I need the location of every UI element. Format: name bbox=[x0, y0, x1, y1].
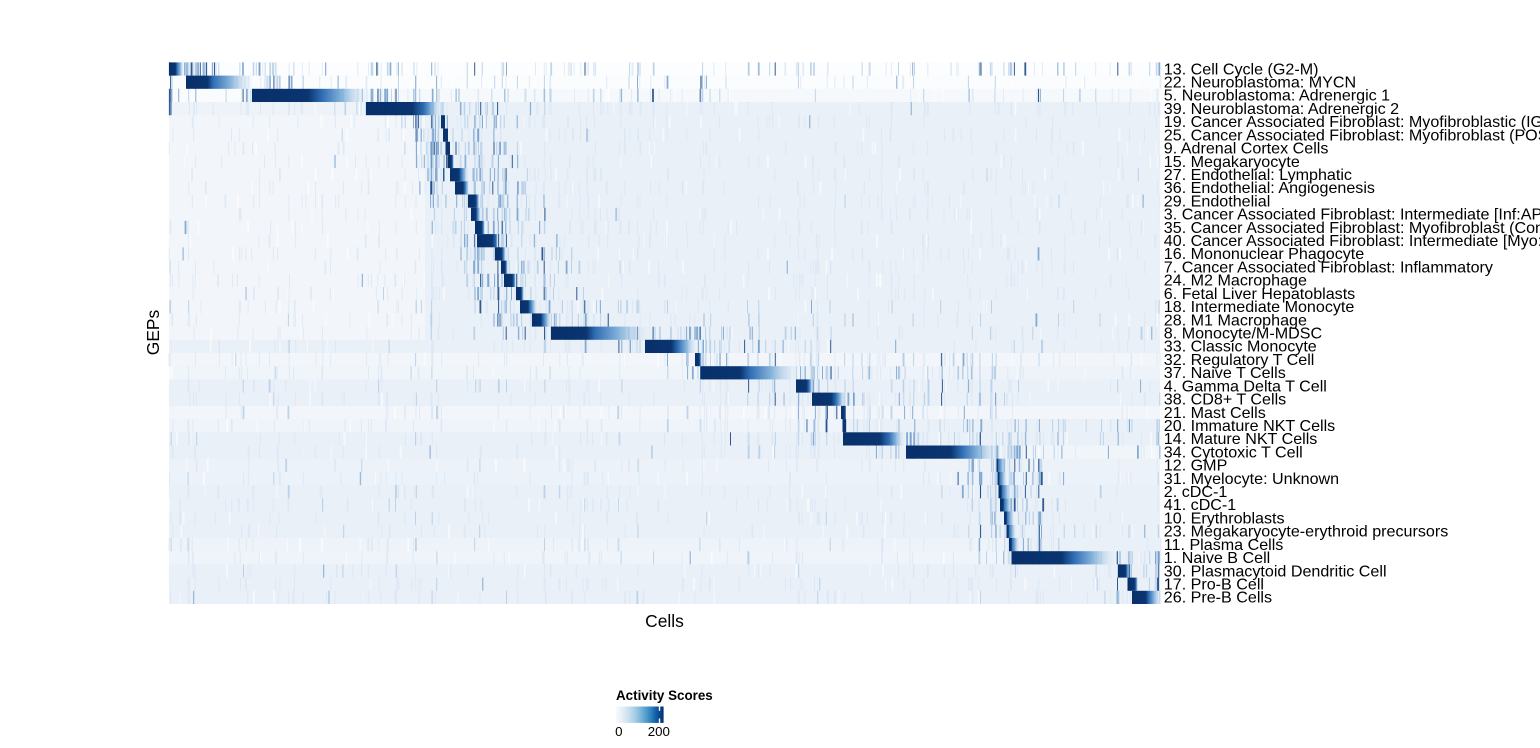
svg-text:40. Cancer Associated Fibrobla: 40. Cancer Associated Fibroblast: Interm… bbox=[1164, 232, 1540, 250]
svg-text:34. Cytotoxic T Cell: 34. Cytotoxic T Cell bbox=[1164, 443, 1303, 461]
svg-text:9. Adrenal Cortex Cells: 9. Adrenal Cortex Cells bbox=[1164, 140, 1329, 158]
svg-text:41. cDC-1: 41. cDC-1 bbox=[1164, 496, 1236, 514]
svg-text:17. Pro-B Cell: 17. Pro-B Cell bbox=[1164, 576, 1264, 594]
svg-text:27. Endothelial: Lymphatic: 27. Endothelial: Lymphatic bbox=[1164, 166, 1352, 184]
svg-text:11. Plasma Cells: 11. Plasma Cells bbox=[1164, 536, 1284, 554]
svg-text:Cells: Cells bbox=[645, 611, 684, 631]
svg-text:25. Cancer Associated Fibrobla: 25. Cancer Associated Fibroblast: Myofib… bbox=[1164, 126, 1540, 144]
svg-text:37. Naive T Cells: 37. Naive T Cells bbox=[1164, 364, 1286, 382]
svg-text:35. Cancer Associated Fibrobla: 35. Cancer Associated Fibroblast: Myofib… bbox=[1164, 219, 1540, 237]
svg-text:GEPs: GEPs bbox=[143, 309, 163, 355]
svg-text:18. Intermediate Monocyte: 18. Intermediate Monocyte bbox=[1164, 298, 1355, 316]
svg-text:39. Neuroblastoma: Adrenergic: 39. Neuroblastoma: Adrenergic 2 bbox=[1164, 100, 1399, 118]
svg-text:7. Cancer Associated Fibroblas: 7. Cancer Associated Fibroblast: Inflamm… bbox=[1164, 259, 1494, 277]
svg-text:0: 0 bbox=[615, 724, 622, 739]
svg-text:4. Gamma Delta T Cell: 4. Gamma Delta T Cell bbox=[1164, 377, 1327, 395]
svg-text:3. Cancer Associated Fibroblas: 3. Cancer Associated Fibroblast: Interme… bbox=[1164, 206, 1540, 224]
svg-text:15. Megakaryocyte: 15. Megakaryocyte bbox=[1164, 153, 1300, 171]
svg-text:24. M2 Macrophage: 24. M2 Macrophage bbox=[1164, 272, 1307, 290]
svg-text:29. Endothelial: 29. Endothelial bbox=[1164, 192, 1270, 210]
svg-text:22. Neuroblastoma: MYCN: 22. Neuroblastoma: MYCN bbox=[1164, 74, 1356, 92]
svg-text:36. Endothelial: Angiogenesis: 36. Endothelial: Angiogenesis bbox=[1164, 179, 1375, 197]
svg-text:13. Cell Cycle (G2-M): 13. Cell Cycle (G2-M) bbox=[1164, 60, 1319, 78]
svg-text:14. Mature NKT Cells: 14. Mature NKT Cells bbox=[1164, 430, 1318, 448]
svg-text:19. Cancer Associated Fibrobla: 19. Cancer Associated Fibroblast: Myofib… bbox=[1164, 113, 1540, 131]
svg-text:8. Monocyte/M-MDSC: 8. Monocyte/M-MDSC bbox=[1164, 325, 1323, 343]
svg-text:6. Fetal Liver Hepatoblasts: 6. Fetal Liver Hepatoblasts bbox=[1164, 285, 1355, 303]
svg-text:33. Classic Monocyte: 33. Classic Monocyte bbox=[1164, 338, 1317, 356]
svg-text:26. Pre-B Cells: 26. Pre-B Cells bbox=[1164, 589, 1272, 607]
svg-text:28. M1 Macrophage: 28. M1 Macrophage bbox=[1164, 311, 1307, 329]
svg-text:23. Megakaryocyte-erythroid pr: 23. Megakaryocyte-erythroid precursors bbox=[1164, 523, 1448, 541]
svg-text:20. Immature NKT Cells: 20. Immature NKT Cells bbox=[1164, 417, 1335, 435]
svg-text:16. Mononuclear Phagocyte: 16. Mononuclear Phagocyte bbox=[1164, 245, 1364, 263]
svg-text:30. Plasmacytoid Dendritic Cel: 30. Plasmacytoid Dendritic Cell bbox=[1164, 562, 1387, 580]
svg-text:21. Mast Cells: 21. Mast Cells bbox=[1164, 404, 1266, 422]
svg-text:12. GMP: 12. GMP bbox=[1164, 457, 1228, 475]
svg-text:31. Myelocyte: Unknown: 31. Myelocyte: Unknown bbox=[1164, 470, 1339, 488]
svg-text:2. cDC-1: 2. cDC-1 bbox=[1164, 483, 1228, 501]
svg-text:32. Regulatory T Cell: 32. Regulatory T Cell bbox=[1164, 351, 1315, 369]
svg-text:1. Naive B Cell: 1. Naive B Cell bbox=[1164, 549, 1270, 567]
svg-text:10. Erythroblasts: 10. Erythroblasts bbox=[1164, 509, 1285, 527]
svg-text:200: 200 bbox=[648, 724, 670, 739]
svg-text:38. CD8+ T Cells: 38. CD8+ T Cells bbox=[1164, 391, 1286, 409]
svg-text:Activity Scores: Activity Scores bbox=[616, 688, 713, 703]
svg-text:5. Neuroblastoma: Adrenergic 1: 5. Neuroblastoma: Adrenergic 1 bbox=[1164, 87, 1390, 105]
